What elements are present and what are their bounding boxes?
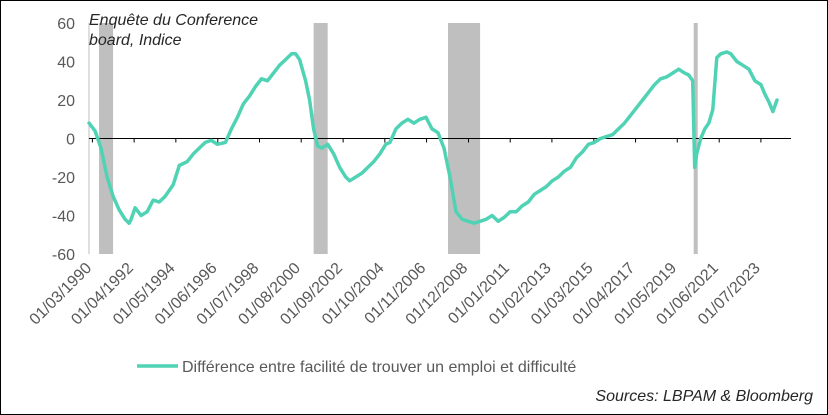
y-tick-label: -60 — [52, 247, 75, 264]
y-tick-label: -40 — [52, 209, 75, 226]
chart-title-line-2: board, Indice — [89, 32, 182, 49]
source-note: Sources: LBPAM & Bloomberg — [595, 388, 813, 405]
y-tick-label: -20 — [52, 170, 75, 187]
chart-title-line-1: Enquête du Conference — [89, 12, 258, 29]
series-layer — [87, 50, 779, 225]
y-tick-label: 40 — [57, 55, 75, 72]
series-line-1 — [87, 50, 779, 225]
y-tick-label: 20 — [57, 93, 75, 110]
y-tick-label: 0 — [66, 132, 75, 149]
y-tick-label: 60 — [57, 16, 75, 33]
legend-label: Différence entre facilité de trouver un … — [182, 359, 576, 376]
axes: 6040200-20-40-6001/03/199001/04/199201/0… — [27, 16, 791, 328]
